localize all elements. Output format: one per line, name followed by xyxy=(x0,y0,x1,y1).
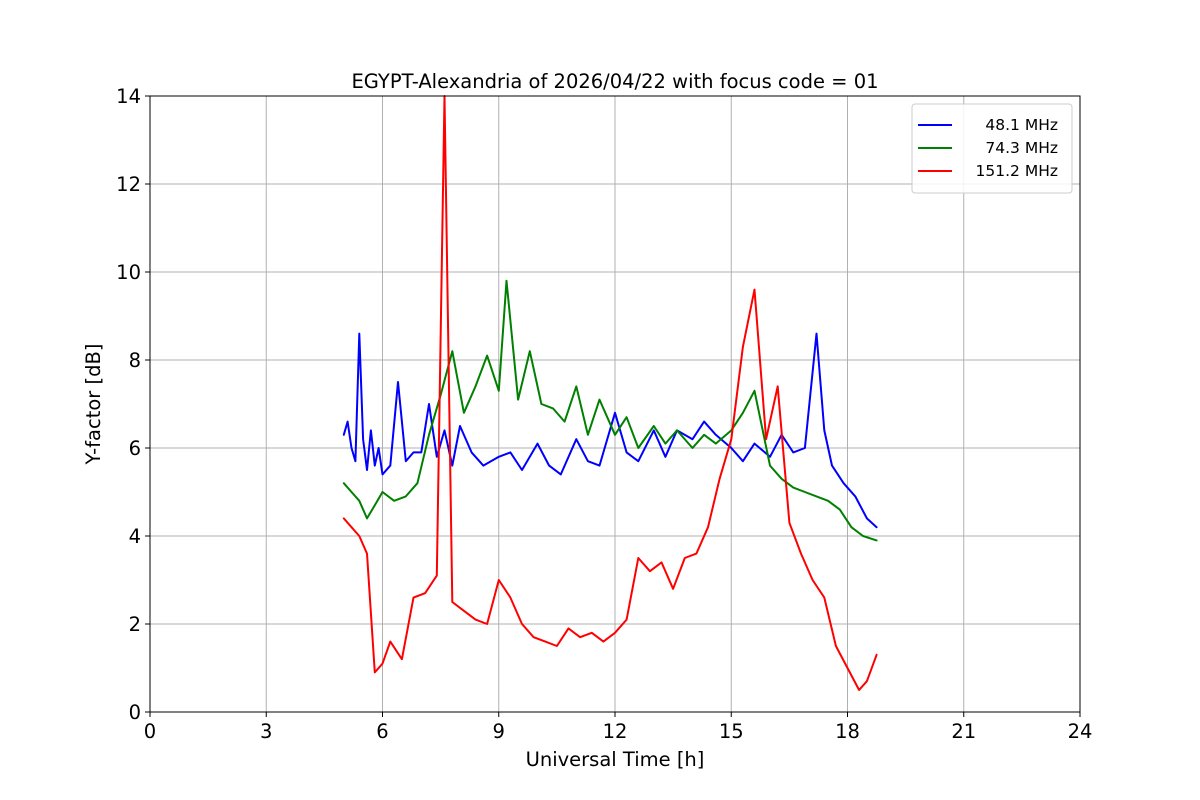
x-tick-label: 12 xyxy=(603,720,628,743)
y-tick-label: 2 xyxy=(129,613,141,636)
y-tick-label: 10 xyxy=(116,261,141,284)
x-axis-label: Universal Time [h] xyxy=(526,748,705,771)
y-tick-label: 8 xyxy=(129,349,141,372)
y-tick-label: 0 xyxy=(129,701,141,724)
y-tick-label: 4 xyxy=(129,525,141,548)
legend-label-1: 74.3 MHz xyxy=(985,139,1058,157)
y-axis-label: Y-factor [dB] xyxy=(82,344,105,466)
x-tick-label: 0 xyxy=(144,720,156,743)
x-tick-label: 15 xyxy=(719,720,744,743)
legend: 48.1 MHz 74.3 MHz 151.2 MHz xyxy=(911,103,1073,194)
y-tick-label: 12 xyxy=(116,173,141,196)
x-tick-label: 9 xyxy=(493,720,505,743)
x-tick-label: 24 xyxy=(1068,720,1093,743)
x-tick-label: 3 xyxy=(260,720,272,743)
legend-label-2: 151.2 MHz xyxy=(976,162,1058,180)
series-layer xyxy=(342,95,878,691)
x-tick-label: 18 xyxy=(835,720,860,743)
x-tick-label: 21 xyxy=(951,720,976,743)
y-tick-label: 14 xyxy=(116,85,141,108)
legend-label-0: 48.1 MHz xyxy=(985,116,1058,134)
series-line-2 xyxy=(342,95,878,691)
x-tick-label: 6 xyxy=(376,720,388,743)
chart-title: EGYPT-Alexandria of 2026/04/22 with focu… xyxy=(351,70,878,93)
y-tick-label: 6 xyxy=(129,437,141,460)
